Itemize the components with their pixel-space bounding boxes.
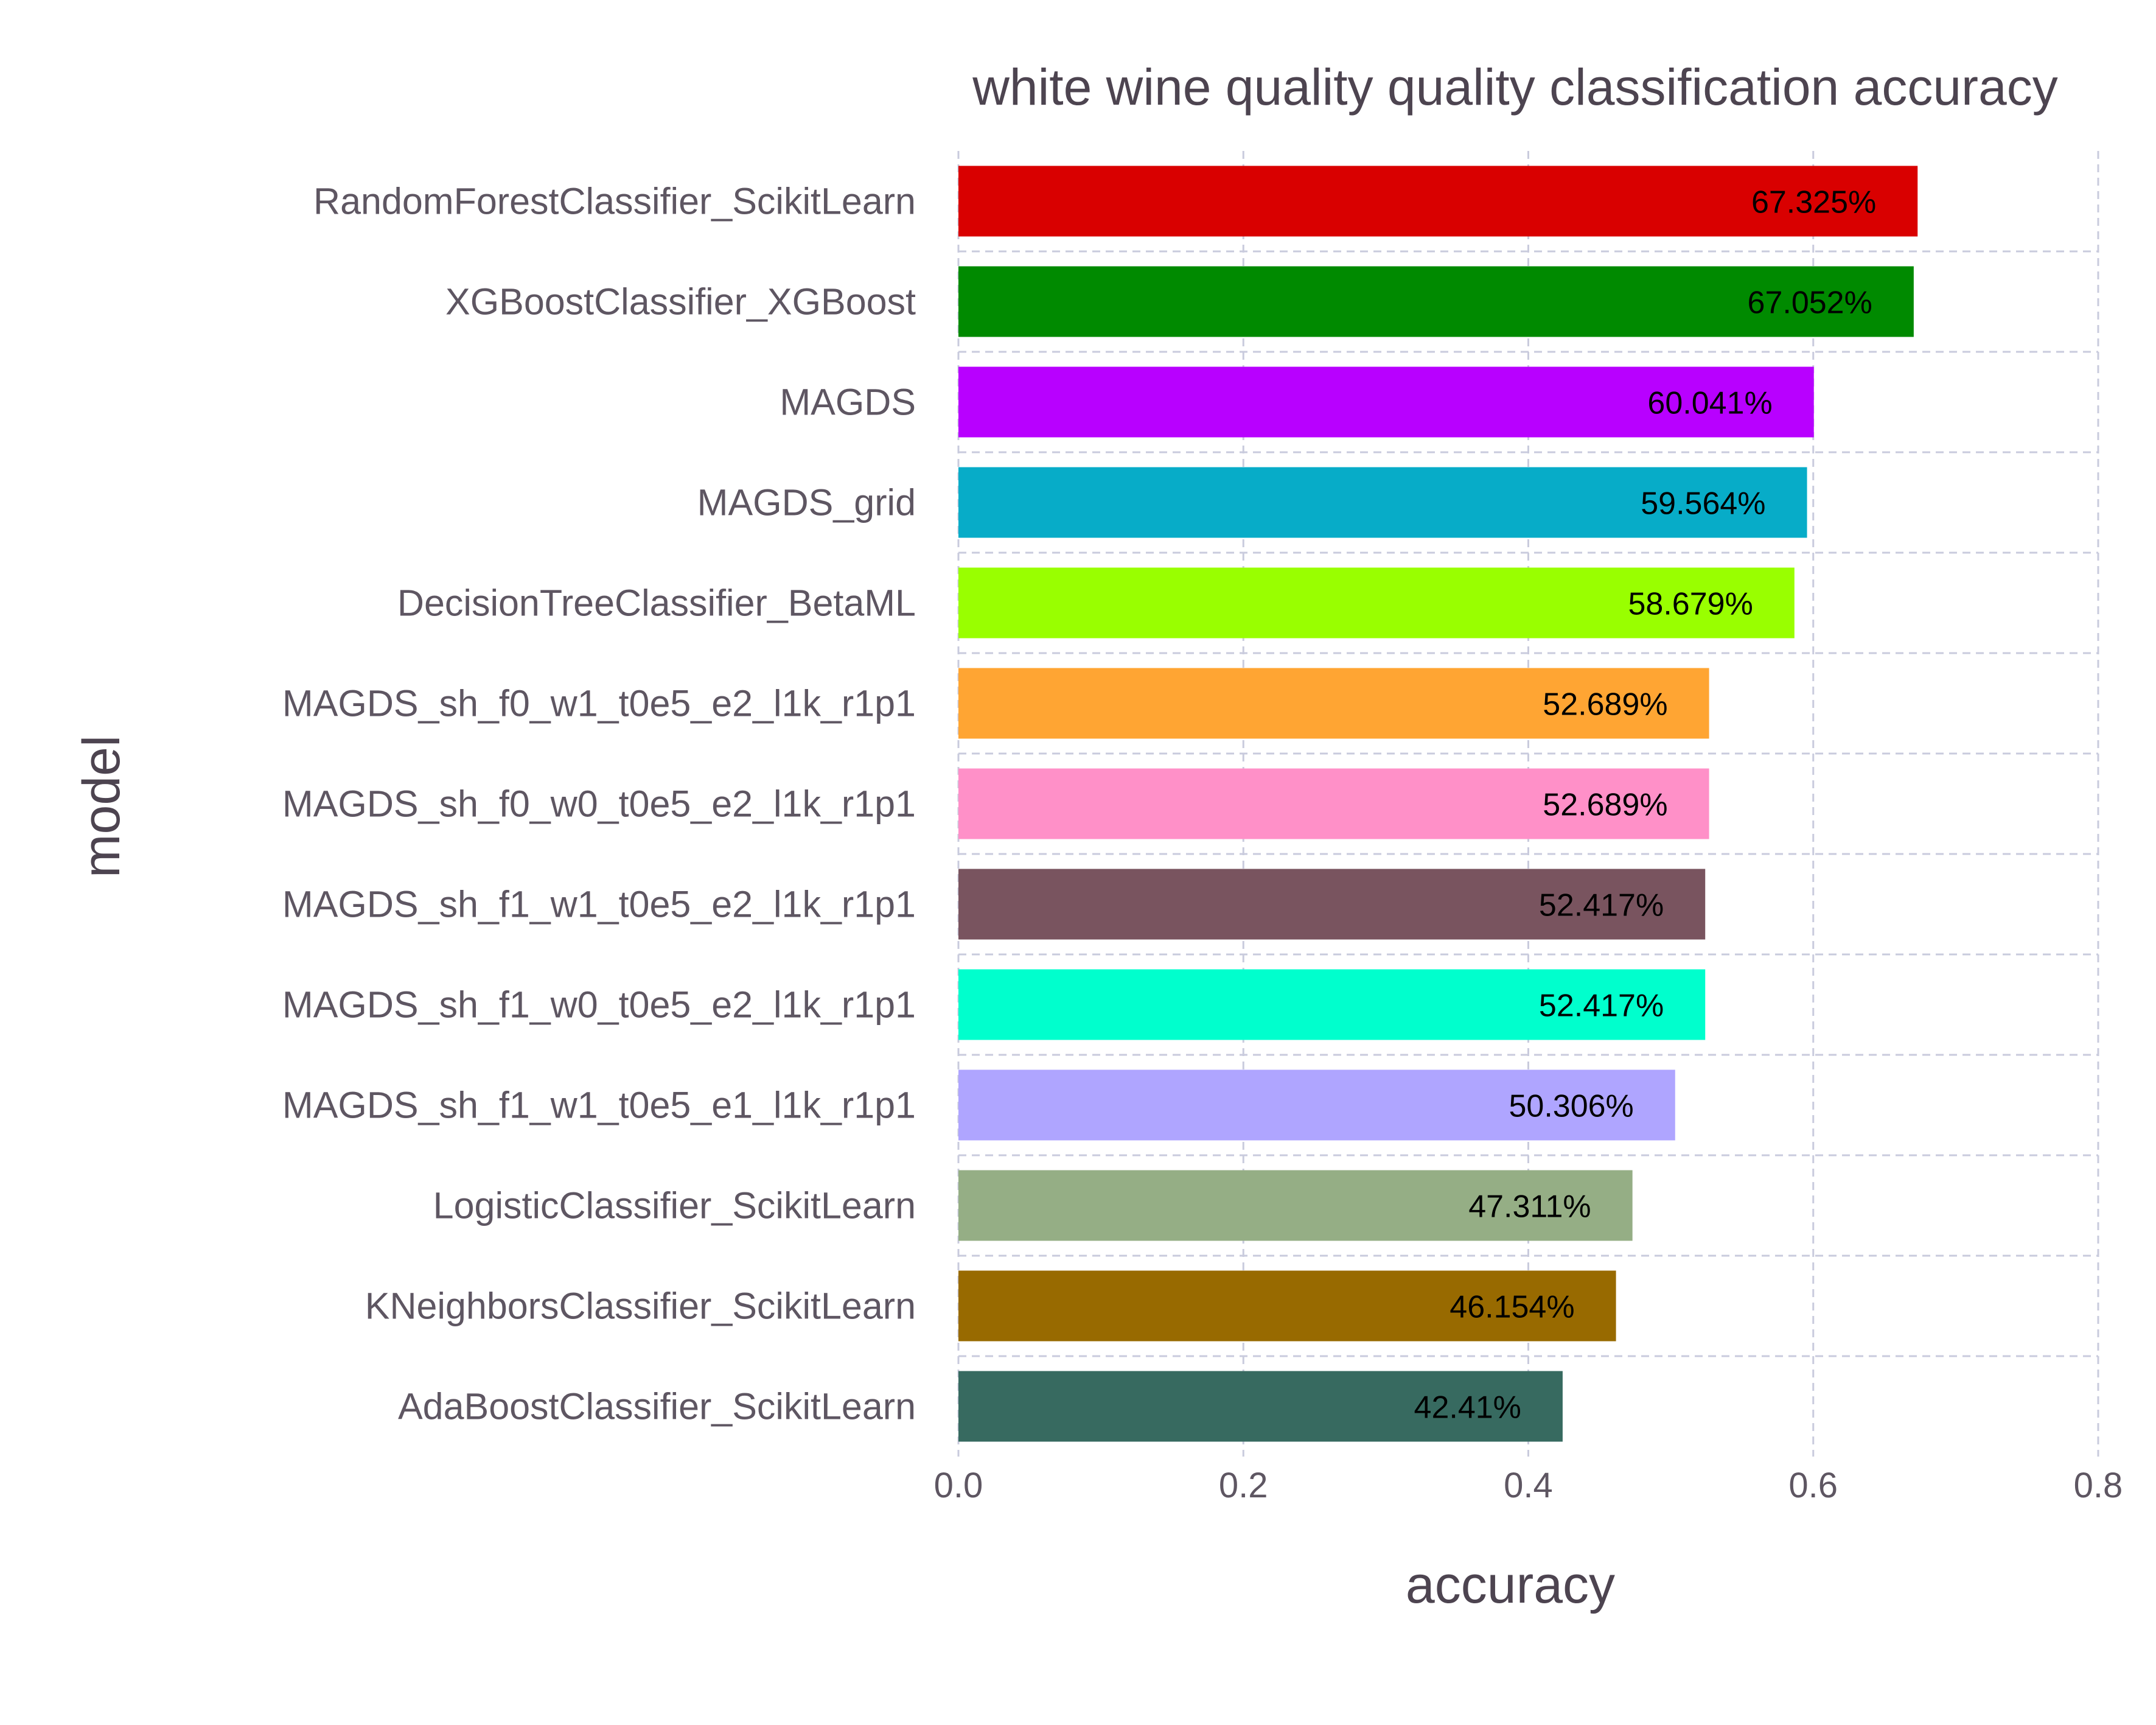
category-labels: RandomForestClassifier_ScikitLearn XGBoos…: [282, 181, 916, 1427]
y-axis-title: model: [72, 735, 131, 878]
category-label: AdaBoostClassifier_ScikitLearn: [398, 1386, 916, 1427]
data-labels: 67.325% 67.052% 60.041% 59.564% 58.679% 52.68…: [1414, 185, 1877, 1426]
bar-value-label: 52.417%: [1539, 988, 1664, 1024]
bar-value-label: 60.041%: [1647, 386, 1772, 421]
x-tick-label: 0.0: [934, 1466, 983, 1505]
bar-value-label: 46.154%: [1450, 1290, 1574, 1325]
x-tick-label: 0.2: [1219, 1466, 1268, 1505]
x-tick-label: 0.8: [2074, 1466, 2123, 1505]
x-tick-label: 0.4: [1504, 1466, 1553, 1505]
category-label: MAGDS_sh_f1_w0_t0e5_e2_l1k_r1p1: [282, 984, 916, 1026]
category-label: MAGDS_grid: [697, 482, 916, 523]
bar: [958, 1371, 1563, 1442]
category-label: LogisticClassifier_ScikitLearn: [433, 1185, 916, 1226]
bar-value-label: 67.325%: [1751, 185, 1876, 220]
bar: [958, 1170, 1633, 1241]
bar: [958, 366, 1814, 438]
bar: [958, 969, 1706, 1040]
bar: [958, 166, 1918, 237]
category-label: KNeighborsClassifier_ScikitLearn: [365, 1286, 916, 1327]
bar: [958, 768, 1709, 839]
bars: [958, 166, 1918, 1442]
bar-value-label: 47.311%: [1468, 1189, 1591, 1225]
x-axis-title: accuracy: [1406, 1556, 1615, 1614]
bar-value-label: 42.41%: [1414, 1390, 1521, 1426]
bar-value-label: 52.689%: [1543, 687, 1667, 723]
chart-title: white wine quality quality classificatio…: [972, 58, 2057, 116]
bar-value-label: 50.306%: [1509, 1089, 1633, 1124]
bar: [958, 467, 1807, 538]
bar-value-label: 59.564%: [1641, 486, 1765, 522]
bar: [958, 869, 1706, 940]
bar-value-label: 67.052%: [1748, 285, 1872, 321]
category-label: MAGDS: [780, 382, 916, 423]
category-label: XGBoostClassifier_XGBoost: [445, 281, 916, 323]
x-tick-labels: 0.0 0.2 0.4 0.6 0.8: [934, 1466, 2123, 1505]
category-label: RandomForestClassifier_ScikitLearn: [313, 181, 916, 222]
bar-value-label: 52.417%: [1539, 888, 1664, 923]
x-tick-label: 0.6: [1788, 1466, 1838, 1505]
bar-value-label: 52.689%: [1543, 788, 1667, 823]
bar: [958, 1270, 1616, 1342]
bar: [958, 1069, 1675, 1141]
bar: [958, 668, 1709, 739]
category-label: MAGDS_sh_f0_w1_t0e5_e2_l1k_r1p1: [282, 683, 916, 724]
category-label: MAGDS_sh_f0_w0_t0e5_e2_l1k_r1p1: [282, 783, 916, 825]
bar: [958, 567, 1795, 639]
category-label: MAGDS_sh_f1_w1_t0e5_e1_l1k_r1p1: [282, 1085, 916, 1126]
category-label: DecisionTreeClassifier_BetaML: [397, 583, 916, 624]
bar: [958, 266, 1914, 337]
category-label: MAGDS_sh_f1_w1_t0e5_e2_l1k_r1p1: [282, 884, 916, 925]
bar-value-label: 58.679%: [1628, 587, 1753, 622]
